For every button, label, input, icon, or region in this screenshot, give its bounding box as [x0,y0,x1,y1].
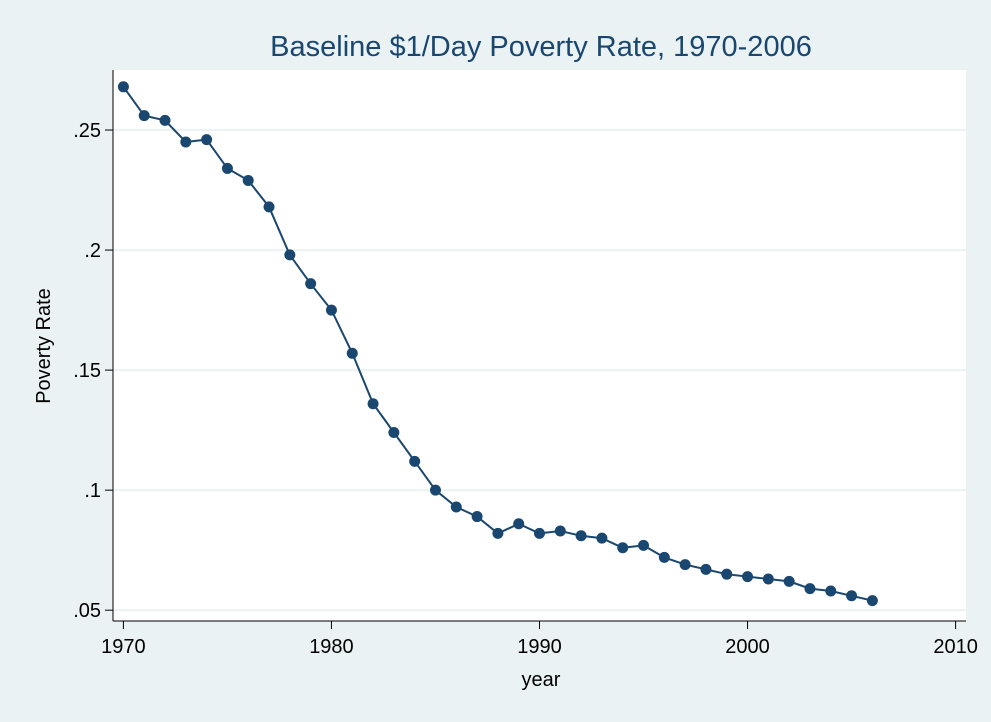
data-point [305,278,317,290]
x-tick-label: 1970 [101,636,146,658]
data-point [450,501,462,513]
data-point [596,532,608,544]
data-point [117,81,129,93]
data-point [429,484,441,496]
y-tick-label: .25 [73,120,101,142]
y-tick-label: .1 [84,480,101,502]
y-axis-ticks: .05 .1 .15 .2 .25 [73,120,113,622]
data-point [866,595,878,607]
data-point [180,136,192,148]
data-point [638,539,650,551]
data-point [325,304,337,316]
y-tick-label: .15 [73,360,101,382]
data-point [658,551,670,563]
data-point [575,530,587,542]
chart-title: Baseline $1/Day Poverty Rate, 1970-2006 [270,31,812,63]
data-point [492,527,504,539]
x-axis-ticks: 1970 1980 1990 2000 2010 [101,621,978,658]
data-point [263,201,275,213]
y-tick-label: .05 [73,600,101,622]
data-point [221,162,233,174]
gridlines [113,129,966,612]
data-point [762,573,774,585]
data-point [138,110,150,122]
data-point [825,585,837,597]
y-tick-label: .2 [84,240,101,262]
x-tick-label: 1980 [309,636,354,658]
data-point [554,525,566,537]
data-point [783,575,795,587]
data-point [201,134,213,146]
data-point [679,559,691,571]
x-axis-title: year [522,669,561,691]
x-tick-label: 1990 [517,636,562,658]
data-point [513,518,525,530]
data-point [159,114,171,126]
data-point [409,455,421,467]
data-point [284,249,296,261]
data-point [388,427,400,439]
data-point [700,563,712,575]
data-point [846,590,858,602]
data-point [346,347,358,359]
data-point [534,527,545,539]
y-axis-title: Poverty Rate [33,288,55,404]
data-point [242,174,254,186]
data-point [471,511,483,523]
data-point [367,398,379,410]
data-point [617,542,629,554]
x-tick-label: 2000 [725,636,770,658]
data-point [742,571,754,583]
data-point [804,583,816,595]
x-tick-label: 2010 [933,636,978,658]
data-point [721,568,733,580]
series-poverty-rate [117,81,878,607]
